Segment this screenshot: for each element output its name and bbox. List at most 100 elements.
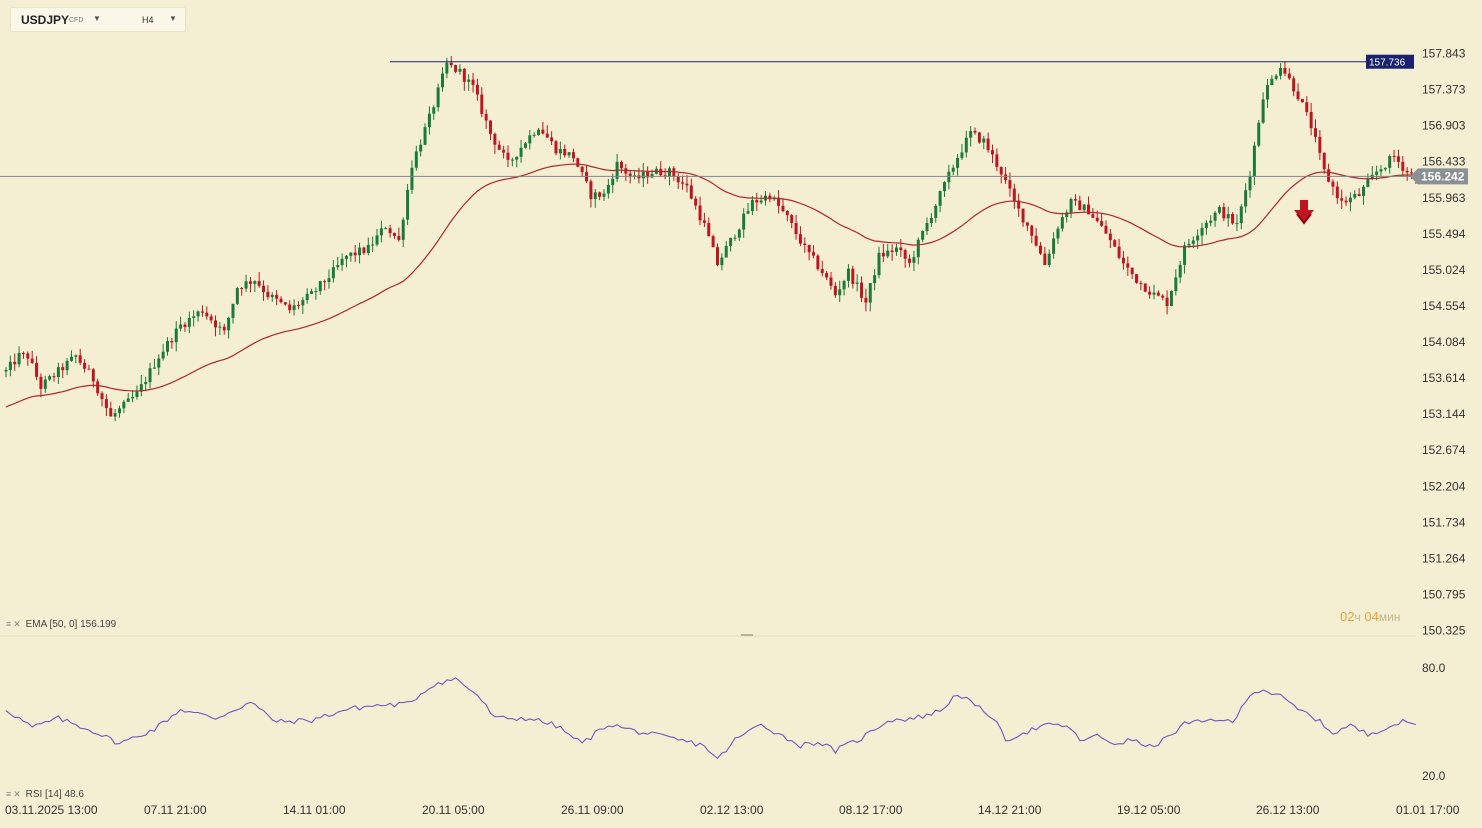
timeframe-value[interactable]: H4 xyxy=(142,15,154,25)
candle-bullish[interactable] xyxy=(349,252,353,256)
candle-bullish[interactable] xyxy=(126,398,130,402)
candle-bullish[interactable] xyxy=(122,401,126,409)
candle-bearish[interactable] xyxy=(571,152,575,159)
candle-bearish[interactable] xyxy=(209,316,213,321)
candle-bullish[interactable] xyxy=(934,205,938,218)
candle-bearish[interactable] xyxy=(1030,225,1034,236)
candle-bullish[interactable] xyxy=(231,303,235,318)
candle-bullish[interactable] xyxy=(227,317,231,331)
candle-bearish[interactable] xyxy=(100,393,104,400)
candle-bearish[interactable] xyxy=(1004,174,1008,181)
candle-bearish[interactable] xyxy=(388,228,392,234)
candle-bullish[interactable] xyxy=(148,368,152,382)
candle-bearish[interactable] xyxy=(484,113,488,121)
candle-bearish[interactable] xyxy=(812,252,816,256)
candle-bearish[interactable] xyxy=(864,297,868,303)
candle-bearish[interactable] xyxy=(1401,161,1405,171)
candle-bullish[interactable] xyxy=(868,283,872,303)
candle-bullish[interactable] xyxy=(729,237,733,247)
candle-bearish[interactable] xyxy=(214,320,218,328)
candle-bearish[interactable] xyxy=(663,175,667,177)
candle-bullish[interactable] xyxy=(1366,179,1370,187)
candle-bullish[interactable] xyxy=(537,129,541,135)
candle-bearish[interactable] xyxy=(798,234,802,244)
candle-bearish[interactable] xyxy=(694,198,698,206)
candle-bearish[interactable] xyxy=(816,255,820,270)
candle-bullish[interactable] xyxy=(1152,292,1156,295)
candle-bullish[interactable] xyxy=(318,281,322,292)
candle-bullish[interactable] xyxy=(1183,245,1187,265)
candle-bullish[interactable] xyxy=(925,222,929,232)
candle-bullish[interactable] xyxy=(982,138,986,143)
candle-bearish[interactable] xyxy=(275,294,279,299)
symbol-name[interactable]: USDJPY xyxy=(21,13,70,27)
candle-bearish[interactable] xyxy=(35,362,39,377)
candle-bullish[interactable] xyxy=(873,275,877,284)
candle-bullish[interactable] xyxy=(602,193,606,197)
candle-bullish[interactable] xyxy=(606,184,610,194)
candle-bullish[interactable] xyxy=(1047,253,1051,265)
candle-bullish[interactable] xyxy=(161,351,165,359)
candle-bearish[interactable] xyxy=(890,250,894,253)
candle-bearish[interactable] xyxy=(170,341,174,343)
candle-bearish[interactable] xyxy=(1025,222,1029,226)
candle-bullish[interactable] xyxy=(427,113,431,128)
candle-bearish[interactable] xyxy=(506,152,510,160)
candle-bullish[interactable] xyxy=(113,413,117,417)
candle-bearish[interactable] xyxy=(1017,200,1021,209)
candle-bearish[interactable] xyxy=(990,150,994,155)
candle-bullish[interactable] xyxy=(519,147,523,157)
candle-bearish[interactable] xyxy=(768,195,772,200)
candle-bullish[interactable] xyxy=(292,305,296,311)
candle-bullish[interactable] xyxy=(528,135,532,144)
candle-bearish[interactable] xyxy=(794,222,798,235)
candle-bearish[interactable] xyxy=(1296,91,1300,100)
candle-bearish[interactable] xyxy=(589,181,593,199)
candle-bearish[interactable] xyxy=(1104,225,1108,234)
candle-bullish[interactable] xyxy=(371,244,375,246)
candle-bearish[interactable] xyxy=(462,68,466,82)
close-icon[interactable]: ✕ xyxy=(13,789,21,799)
candle-bullish[interactable] xyxy=(1239,206,1243,224)
candle-bullish[interactable] xyxy=(310,291,314,294)
candle-bearish[interactable] xyxy=(702,220,706,223)
candle-bearish[interactable] xyxy=(833,285,837,296)
candle-bullish[interactable] xyxy=(1252,145,1256,177)
candle-bearish[interactable] xyxy=(851,268,855,284)
candle-bullish[interactable] xyxy=(667,168,671,177)
candle-bullish[interactable] xyxy=(152,367,156,369)
candle-bullish[interactable] xyxy=(567,152,571,156)
candle-bullish[interactable] xyxy=(650,173,654,178)
candle-bullish[interactable] xyxy=(1200,227,1204,236)
candle-bullish[interactable] xyxy=(877,252,881,276)
candle-bearish[interactable] xyxy=(454,65,458,72)
candle-bearish[interactable] xyxy=(1095,217,1099,222)
candle-bearish[interactable] xyxy=(1410,172,1414,174)
candle-bullish[interactable] xyxy=(1353,194,1357,198)
candle-bullish[interactable] xyxy=(406,189,410,220)
candle-bullish[interactable] xyxy=(894,247,898,253)
candle-bullish[interactable] xyxy=(929,217,933,223)
rsi-indicator-label[interactable]: ≡ ✕ RSI [14] 48.6 xyxy=(6,789,84,800)
candle-bearish[interactable] xyxy=(825,273,829,278)
candle-bullish[interactable] xyxy=(423,127,427,145)
candle-bearish[interactable] xyxy=(995,154,999,167)
candle-bullish[interactable] xyxy=(1082,204,1086,211)
symbol-selector[interactable]: USDJPY CFD ▼ H4 ▼ xyxy=(10,7,186,32)
candle-bearish[interactable] xyxy=(1143,283,1147,292)
menu-icon[interactable]: ≡ xyxy=(6,789,12,799)
candle-bullish[interactable] xyxy=(1204,222,1208,228)
candle-bullish[interactable] xyxy=(1362,186,1366,196)
candle-bullish[interactable] xyxy=(270,294,274,297)
candle-bullish[interactable] xyxy=(69,356,73,361)
candle-bearish[interactable] xyxy=(711,236,715,248)
candle-bearish[interactable] xyxy=(541,129,545,134)
candle-bearish[interactable] xyxy=(78,355,82,363)
candle-bearish[interactable] xyxy=(1021,208,1025,223)
candle-bullish[interactable] xyxy=(1274,75,1278,79)
candle-bullish[interactable] xyxy=(56,367,60,377)
candle-bearish[interactable] xyxy=(1139,282,1143,284)
candle-bullish[interactable] xyxy=(135,391,139,398)
candle-bearish[interactable] xyxy=(1012,188,1016,201)
candle-bearish[interactable] xyxy=(908,258,912,263)
